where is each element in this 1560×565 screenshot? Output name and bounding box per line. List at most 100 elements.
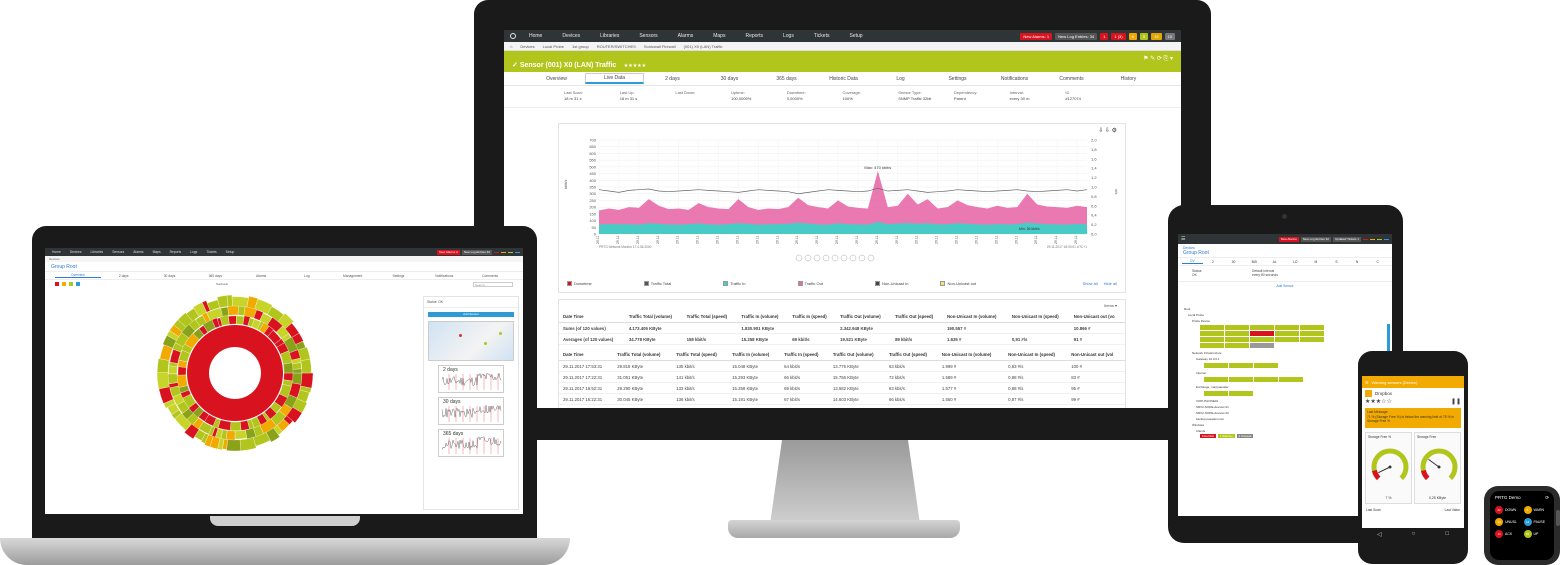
tab-365-days[interactable]: 365 days (208, 273, 222, 278)
watch-status-down[interactable]: 22 DOWN (1495, 506, 1521, 514)
sensor-tile[interactable] (1204, 391, 1228, 396)
tab-settings[interactable]: Settings (948, 75, 967, 82)
tab-2-days[interactable]: 2 (1211, 259, 1214, 264)
android-home-icon[interactable]: ○ (1411, 531, 1416, 537)
sensor-tile[interactable] (1229, 363, 1253, 368)
sensor-tile[interactable] (1200, 325, 1224, 330)
tab-log[interactable]: Log (304, 273, 310, 278)
sortable-header[interactable]: Date Time (559, 349, 614, 361)
nav-alarms[interactable]: Alarms (677, 33, 694, 39)
nav-alarms[interactable]: Alarms (133, 250, 144, 254)
tab-alarms[interactable]: AL (1272, 259, 1277, 264)
legend-item[interactable]: Non-Unicast out (940, 281, 976, 286)
legend-item[interactable]: Traffic In (723, 281, 746, 286)
back-arrow-icon[interactable]: ☰ (1365, 379, 1369, 385)
nav-devices[interactable]: Devices (562, 33, 581, 39)
sensor-tile[interactable] (1229, 391, 1253, 396)
tree-node[interactable]: Root (1184, 307, 1191, 311)
android-back-icon[interactable]: ◁ (1377, 531, 1382, 538)
sensor-tile[interactable] (1200, 343, 1224, 348)
watch-status-ack[interactable]: 14 ACK (1495, 530, 1521, 538)
nav-tickets[interactable]: Tickets (813, 33, 830, 39)
sensor-tile[interactable] (1275, 331, 1299, 336)
nav-reports[interactable]: Reports (169, 250, 182, 254)
filter-up-chip[interactable] (69, 282, 73, 286)
filter-down-chip[interactable] (55, 282, 59, 286)
new-log-badge[interactable]: New Log Entries 32 (1300, 236, 1331, 242)
breadcrumb-item[interactable]: ROUTER/SWITCHES (596, 43, 636, 49)
tab-comments[interactable]: Comments (482, 273, 499, 278)
down-count-badge[interactable]: 1 (1100, 32, 1109, 40)
paused-count-badge[interactable]: 10 (1164, 32, 1175, 40)
sensor-action-icons[interactable]: ⚑ ✎ ⟳ ⎘ ▾ (1143, 56, 1173, 62)
sensor-tile[interactable] (1225, 325, 1249, 330)
filter-paused-chip[interactable] (76, 282, 80, 286)
nav-devices[interactable]: Devices (69, 250, 82, 254)
status-badge[interactable] (494, 251, 499, 253)
tab-live-data[interactable]: Live Data (585, 73, 644, 84)
status-chip[interactable]: Free Disk (1200, 434, 1216, 438)
warning-count-badge[interactable]: 6 (1128, 32, 1137, 40)
tab-settings[interactable]: S (1335, 259, 1338, 264)
prtg-logo-icon[interactable] (510, 33, 516, 39)
status-badge[interactable] (1384, 238, 1389, 240)
status-badge[interactable] (515, 251, 520, 253)
nav-maps[interactable]: Maps (713, 33, 726, 39)
tab-management[interactable]: Management (343, 273, 363, 278)
nav-setup[interactable]: Setup (849, 33, 863, 39)
tree-node[interactable]: Network Infrastructure (1192, 351, 1222, 355)
sensor-tile[interactable] (1250, 331, 1274, 336)
nav-home[interactable]: Home (529, 33, 543, 39)
add-sensor-button[interactable]: Add Sensor (1276, 284, 1294, 288)
sensor-tile[interactable] (1250, 343, 1274, 348)
tree-node[interactable]: Probe Device (1192, 319, 1211, 323)
tab-comments[interactable]: C (1376, 259, 1379, 264)
tree-node[interactable]: Windows (1192, 423, 1205, 427)
status-badge[interactable] (1370, 238, 1375, 240)
sensor-tile[interactable] (1225, 343, 1249, 348)
tab-2-days[interactable]: 2 days (118, 273, 129, 278)
breadcrumb[interactable]: Devices (1183, 246, 1195, 250)
tab-30-days[interactable]: 30 days (720, 75, 739, 82)
tab-notifications[interactable]: Notifications (435, 273, 454, 278)
unusual-count-badge[interactable]: 15 (1151, 32, 1162, 40)
new-alarms-badge[interactable]: New Alarms 2 (437, 249, 460, 255)
nav-logs[interactable]: Logs (190, 250, 198, 254)
tab-management[interactable]: M (1314, 259, 1318, 264)
nav-setup[interactable]: Setup (225, 250, 235, 254)
tree-node[interactable]: SRV2-NODE-devices 01 (1196, 405, 1229, 409)
android-recents-icon[interactable]: □ (1445, 531, 1449, 537)
tab-notifications[interactable]: N (1355, 259, 1359, 264)
sensor-tile[interactable] (1225, 337, 1249, 342)
legend-item[interactable]: Traffic Total (643, 281, 671, 286)
sensor-tile[interactable] (1204, 363, 1228, 368)
new-alarms-badge[interactable]: New Alarms: 1 (1020, 32, 1053, 40)
nav-sensors[interactable]: Sensors (112, 250, 125, 254)
watch-status-warning[interactable]: 5 WARN (1523, 506, 1550, 514)
sensor-tile[interactable] (1275, 337, 1299, 342)
map-marker[interactable] (459, 334, 462, 337)
tab-log[interactable]: Log (896, 75, 905, 82)
view-mode-label[interactable]: Sunburst (216, 282, 229, 286)
breadcrumb-home-icon[interactable]: ⌂ (510, 43, 513, 49)
status-chip[interactable]: 1 Unusual (1236, 434, 1254, 438)
tab-overview[interactable]: Overview (55, 273, 101, 278)
sensor-tile[interactable] (1254, 377, 1278, 382)
legend-item[interactable]: Non-Unicast In (874, 281, 908, 286)
sensor-tile[interactable] (1229, 377, 1253, 382)
tab-2-days[interactable]: 2 days (665, 75, 680, 82)
breadcrumb-item[interactable]: 1st group (572, 43, 589, 49)
tab-alarms[interactable]: Alarms (255, 273, 267, 278)
sensor-tile[interactable] (1200, 331, 1224, 336)
tablet-scrollbar[interactable] (1387, 324, 1390, 364)
nav-sensors[interactable]: Sensors (639, 33, 658, 39)
nav-libraries[interactable]: Libraries (600, 33, 620, 39)
sensor-tile[interactable] (1225, 331, 1249, 336)
menu-icon[interactable]: ☰ (1181, 236, 1186, 242)
nav-maps[interactable]: Maps (152, 250, 161, 254)
search-input[interactable]: Search... (473, 281, 513, 287)
sensor-tile[interactable] (1279, 377, 1303, 382)
up-count-badge[interactable]: 9 (1139, 32, 1149, 40)
sensor-tile[interactable] (1300, 337, 1324, 342)
tab-365-days[interactable]: 365 days (776, 75, 797, 82)
